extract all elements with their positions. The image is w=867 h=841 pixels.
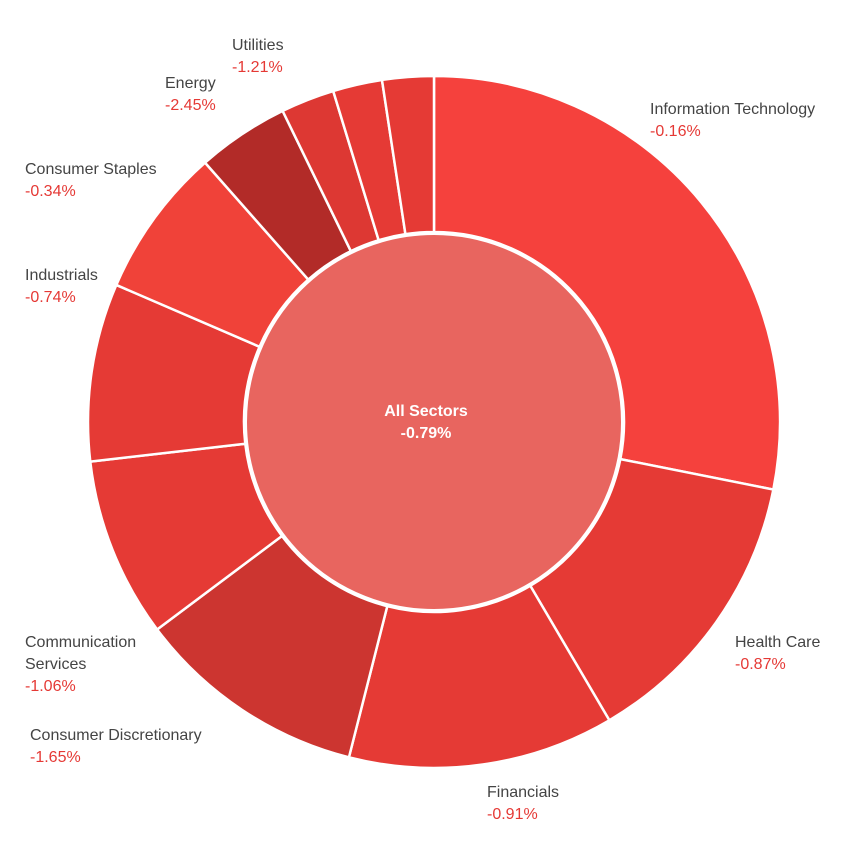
- sector-change: -0.74%: [25, 289, 76, 306]
- sector-label: Consumer Discretionary -1.65%: [30, 725, 250, 769]
- center-value: -0.79%: [401, 425, 452, 442]
- sector-change: -0.34%: [25, 183, 76, 200]
- sector-name: Energy: [165, 75, 216, 92]
- center-label: All Sectors: [384, 403, 468, 420]
- sector-name: Consumer Staples: [25, 161, 157, 178]
- sector-name: Health Care: [735, 634, 821, 651]
- sector-label: Health Care -0.87%: [735, 632, 855, 676]
- sector-label: Energy -2.45%: [165, 73, 265, 117]
- sector-name: Communication Services: [25, 634, 137, 673]
- sector-label: Information Technology -0.16%: [650, 99, 860, 143]
- sector-label: Utilities -1.21%: [232, 35, 332, 79]
- sector-label: Financials -0.91%: [487, 782, 607, 826]
- sector-change: -1.65%: [30, 749, 81, 766]
- sector-change: -2.45%: [165, 97, 216, 114]
- center-circle: [245, 233, 623, 611]
- sector-segment: [380, 74, 436, 236]
- sector-segment: [528, 457, 775, 722]
- sector-change: -1.21%: [232, 59, 283, 76]
- sector-change: -0.16%: [650, 123, 701, 140]
- sector-name: Financials: [487, 784, 560, 801]
- sector-segment: [347, 584, 612, 770]
- sector-change: -1.06%: [25, 678, 76, 695]
- sector-name: Consumer Discretionary: [30, 727, 202, 744]
- sector-label: Industrials -0.74%: [25, 265, 145, 309]
- sector-segment: [432, 74, 782, 492]
- sector-name: Industrials: [25, 267, 98, 284]
- sector-name: Information Technology: [650, 101, 816, 118]
- sector-label: Communication Services -1.06%: [25, 632, 165, 698]
- sector-change: -0.87%: [735, 656, 786, 673]
- sector-name: Utilities: [232, 37, 284, 54]
- sector-change: -0.91%: [487, 806, 538, 823]
- sector-label: Consumer Staples -0.34%: [25, 159, 205, 203]
